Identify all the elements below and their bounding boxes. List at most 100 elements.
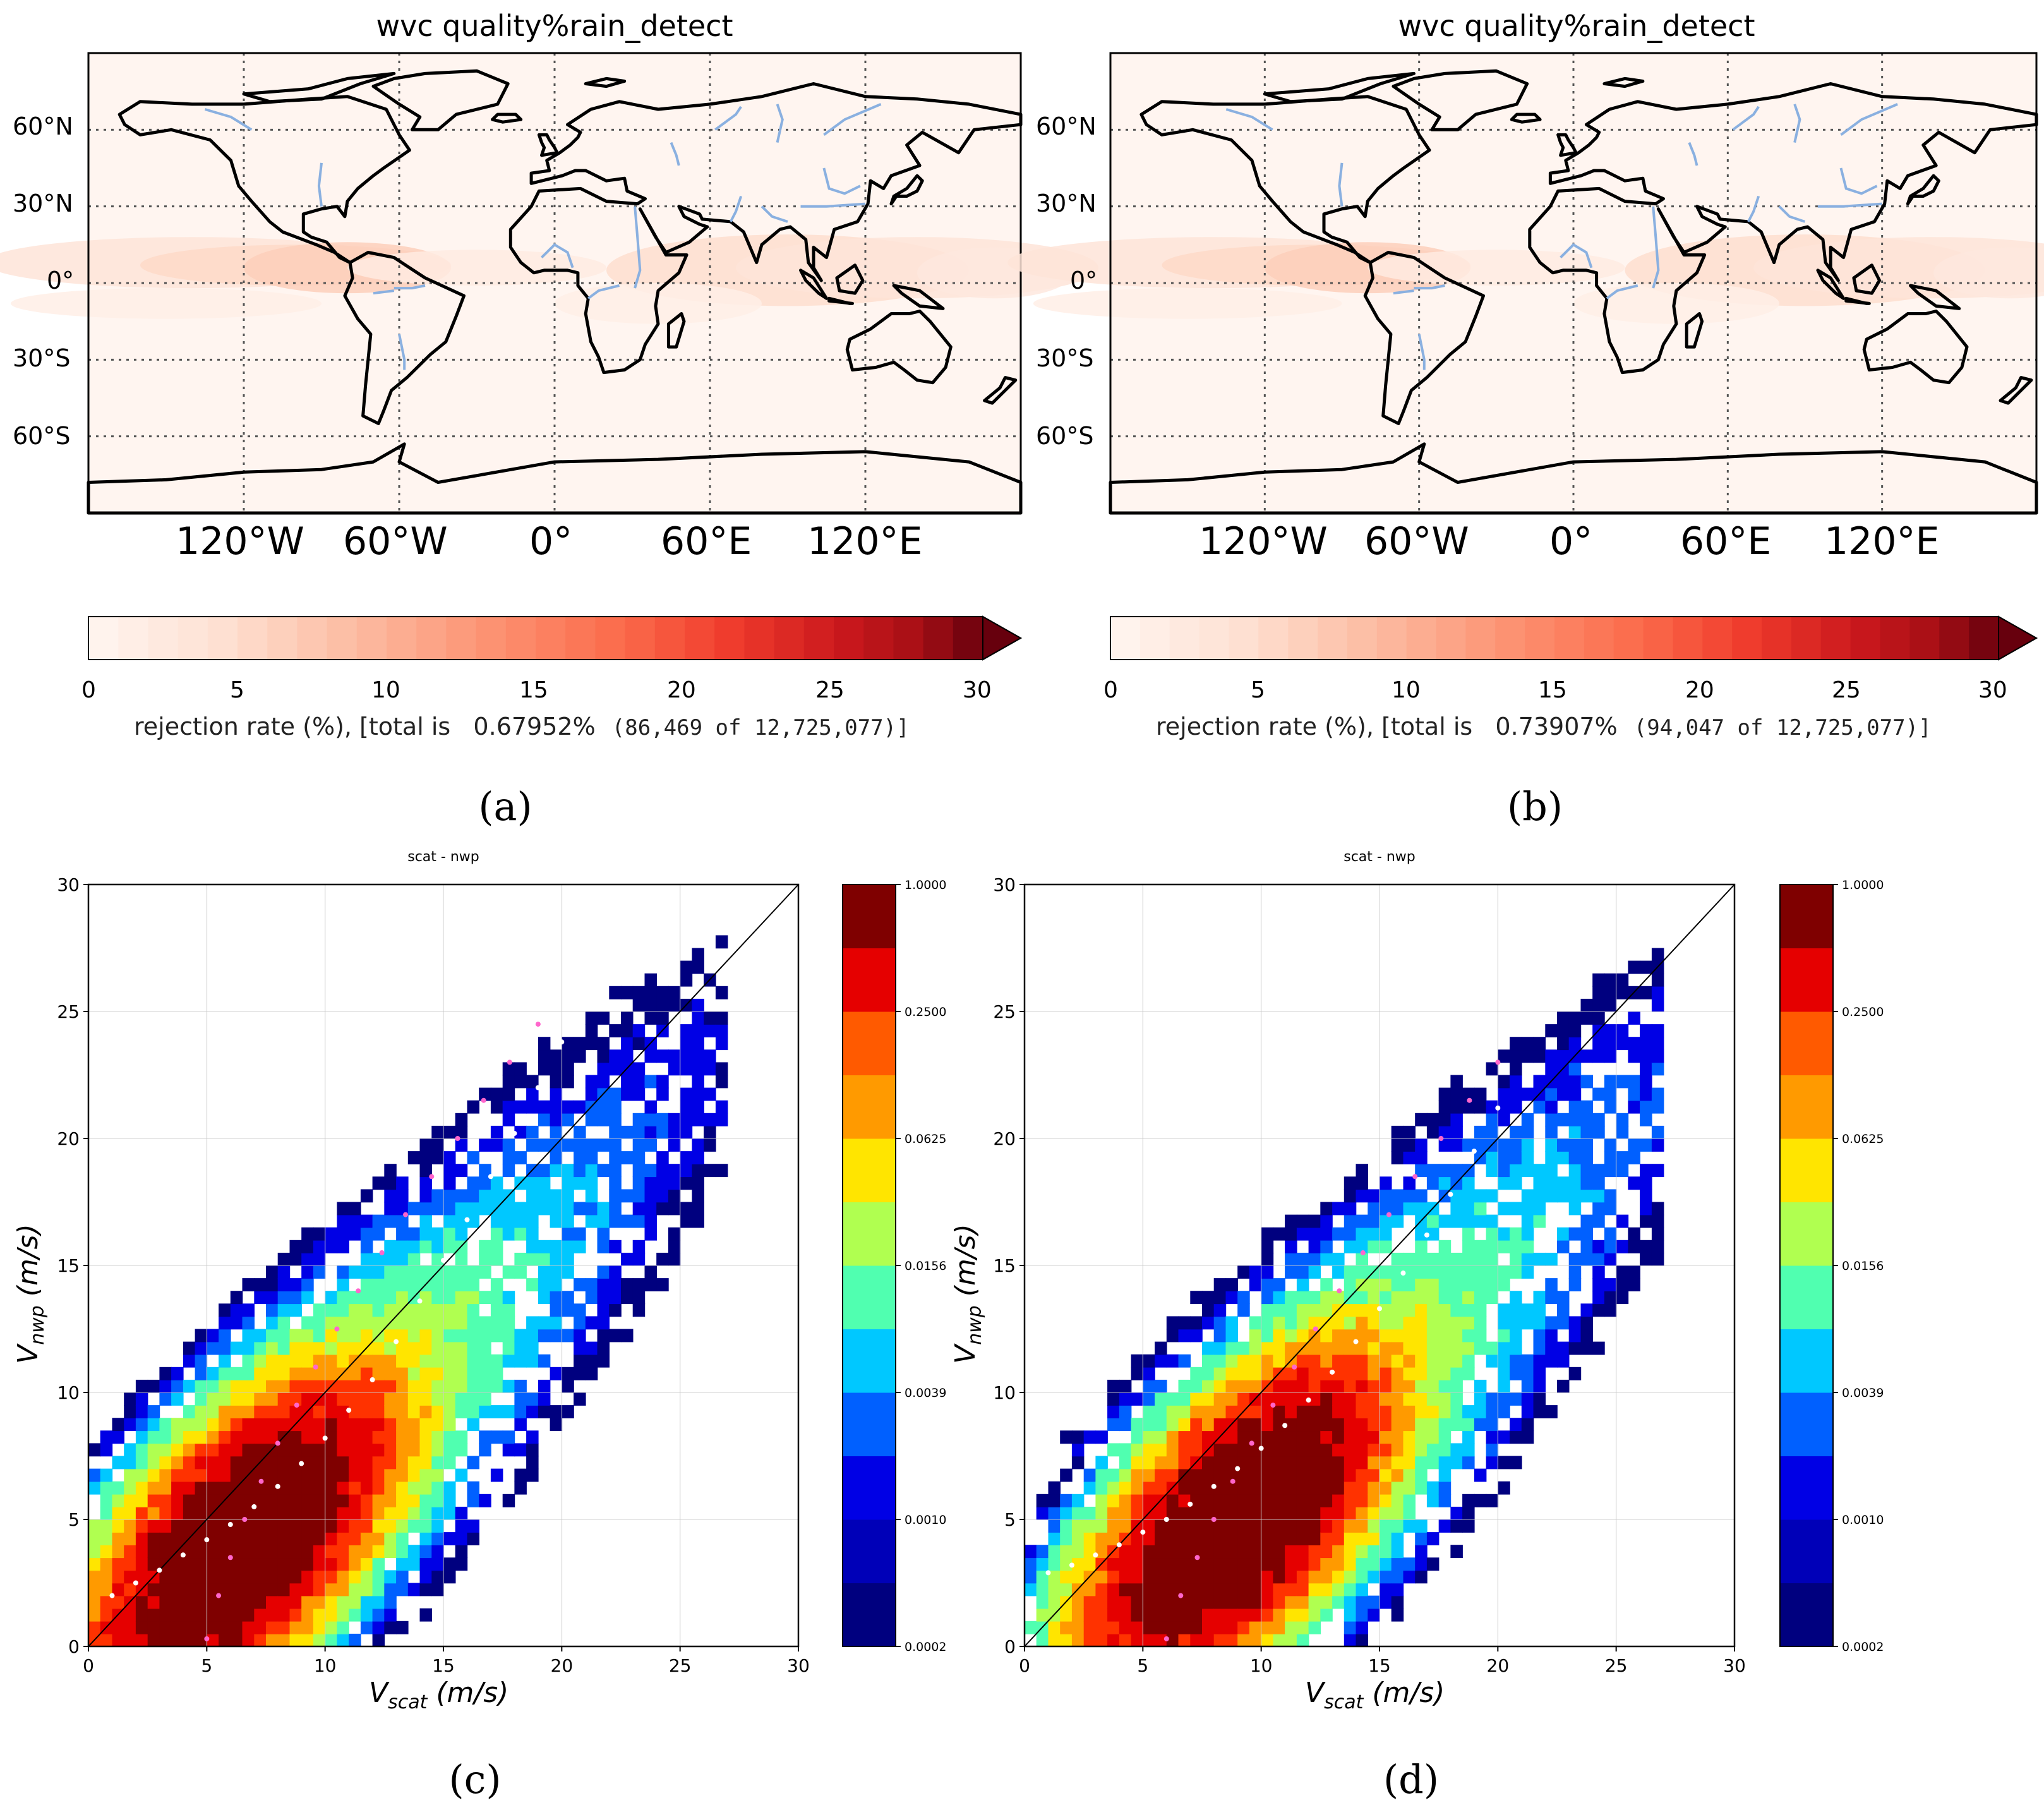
- density-cell: [431, 1583, 444, 1597]
- density-cell: [301, 1519, 314, 1533]
- density-cell: [1557, 1049, 1570, 1063]
- density-cell: [490, 1303, 503, 1317]
- density-cell: [1568, 1252, 1582, 1266]
- density-cell: [1202, 1468, 1215, 1482]
- density-cell: [195, 1545, 208, 1559]
- density-cell: [1568, 1202, 1582, 1216]
- density-cell: [1273, 1456, 1285, 1470]
- density-cell: [1380, 1506, 1392, 1520]
- density-cell: [419, 1341, 432, 1355]
- density-cell: [396, 1481, 409, 1495]
- density-cell: [1071, 1595, 1085, 1609]
- density-cell: [349, 1557, 361, 1571]
- density-cell: [337, 1608, 349, 1622]
- density-cell: [431, 1151, 444, 1164]
- density-cell: [632, 998, 646, 1012]
- density-cell: [337, 1354, 349, 1368]
- density-cell: [1273, 1506, 1285, 1520]
- density-cell: [1166, 1519, 1179, 1533]
- density-cell: [219, 1303, 231, 1317]
- density-cell: [1521, 1189, 1534, 1203]
- density-cell: [396, 1227, 409, 1241]
- density-cell: [1438, 1379, 1452, 1393]
- density-cell: [1166, 1608, 1179, 1622]
- density-cell: [135, 1633, 148, 1647]
- density-cell: [407, 1303, 421, 1317]
- density-cell: [1592, 1341, 1605, 1355]
- density-cell: [325, 1341, 338, 1355]
- density-cell: [467, 1151, 479, 1164]
- density-cell: [479, 1240, 491, 1253]
- density-cell: [171, 1392, 184, 1406]
- density-cell: [1095, 1481, 1108, 1495]
- density-x-tick: 10: [1250, 1655, 1273, 1676]
- density-cell: [372, 1341, 385, 1355]
- density-cell: [325, 1595, 338, 1609]
- density-cell: [1403, 1494, 1416, 1507]
- density-cell: [1095, 1608, 1108, 1622]
- density-cell: [325, 1519, 338, 1533]
- density-cell: [1438, 1354, 1452, 1368]
- density-cell: [550, 1049, 563, 1063]
- density-cell: [632, 1125, 646, 1139]
- density-cell: [1237, 1456, 1250, 1470]
- density-cell: [1426, 1278, 1440, 1291]
- density-cell: [1592, 1278, 1605, 1291]
- density-cell: [1380, 1240, 1392, 1253]
- density-cell: [1521, 1392, 1534, 1406]
- density-cell: [396, 1430, 409, 1444]
- density-cell: [574, 1100, 586, 1114]
- density-cell: [656, 1075, 669, 1089]
- density-cell: [632, 1303, 646, 1317]
- density-cell: [372, 1303, 385, 1317]
- density-cell: [289, 1367, 302, 1380]
- density-cell: [1119, 1570, 1132, 1584]
- density-cell: [1296, 1633, 1309, 1647]
- density-cell: [1462, 1240, 1475, 1253]
- density-cell: [195, 1633, 208, 1647]
- density-cell: [1095, 1570, 1108, 1584]
- colorbar-segment: [1762, 617, 1792, 660]
- colorbar-segment: [387, 617, 417, 660]
- density-cell: [301, 1227, 314, 1241]
- density-cell: [219, 1405, 231, 1418]
- coastline-australia: [845, 310, 953, 385]
- density-cell: [1368, 1481, 1380, 1495]
- density-cell: [230, 1621, 243, 1634]
- colorbar-segment: [356, 617, 387, 660]
- density-cell: [597, 1291, 610, 1305]
- density-cell: [1651, 1062, 1664, 1076]
- density-cell: [1083, 1595, 1097, 1609]
- density-cell: [219, 1456, 231, 1470]
- density-cell: [1426, 1418, 1440, 1432]
- density-cell: [1048, 1519, 1061, 1533]
- density-cell: [1580, 1316, 1593, 1330]
- density-cell: [1628, 1227, 1640, 1241]
- coastline-canadian-archipelago: [1263, 71, 1416, 104]
- density-cell: [1178, 1316, 1191, 1330]
- density-cell: [1368, 1405, 1380, 1418]
- density-colorbar-tick: 0.0010: [1842, 1513, 1884, 1527]
- density-cell: [277, 1506, 291, 1520]
- density-cell: [1557, 1291, 1570, 1305]
- colorbar-segment: [267, 617, 298, 660]
- density-cell: [1095, 1621, 1108, 1634]
- density-cell: [1498, 1392, 1510, 1406]
- density-cell: [1380, 1379, 1392, 1393]
- density-cell: [349, 1303, 361, 1317]
- density-cell: [1308, 1545, 1321, 1559]
- density-cell: [1060, 1468, 1073, 1482]
- density-cell: [230, 1418, 243, 1432]
- river: [776, 104, 784, 143]
- density-cell: [1557, 1379, 1570, 1393]
- density-cell: [1190, 1316, 1203, 1330]
- density-cell: [1426, 1354, 1440, 1368]
- density-cell: [88, 1608, 101, 1622]
- density-cell: [1557, 1075, 1570, 1089]
- density-cell: [1616, 1024, 1629, 1037]
- density-cell: [1237, 1392, 1250, 1406]
- density-cell: [1107, 1633, 1120, 1647]
- density-cell: [1178, 1545, 1191, 1559]
- density-cell: [1438, 1418, 1452, 1432]
- density-cell: [597, 1265, 610, 1279]
